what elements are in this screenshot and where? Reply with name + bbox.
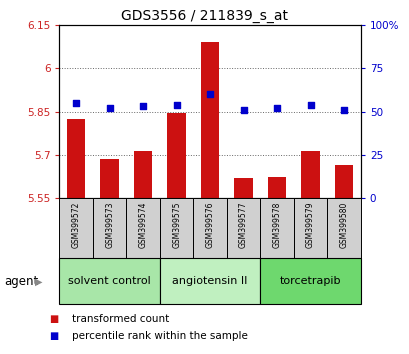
- Text: GSM399574: GSM399574: [138, 201, 147, 248]
- Text: GSM399572: GSM399572: [72, 201, 81, 248]
- Bar: [326, 198, 360, 258]
- Text: ■: ■: [49, 331, 58, 341]
- Text: GSM399577: GSM399577: [238, 201, 247, 248]
- Bar: [334, 165, 353, 198]
- Point: [240, 107, 246, 113]
- Bar: [226, 198, 260, 258]
- Point: [273, 105, 280, 111]
- Bar: [193, 198, 226, 258]
- Bar: [301, 150, 319, 198]
- Bar: [59, 258, 160, 304]
- Bar: [160, 198, 193, 258]
- Bar: [260, 258, 360, 304]
- Text: GSM399575: GSM399575: [172, 201, 181, 248]
- Point: [307, 102, 313, 107]
- Point: [139, 103, 146, 109]
- Bar: [59, 198, 93, 258]
- Point: [173, 102, 180, 107]
- Text: GSM399579: GSM399579: [306, 201, 314, 248]
- Bar: [160, 258, 260, 304]
- Bar: [260, 198, 293, 258]
- Point: [207, 91, 213, 97]
- Text: ■: ■: [49, 314, 58, 324]
- Bar: [267, 177, 285, 198]
- Text: GSM399580: GSM399580: [339, 201, 348, 248]
- Bar: [234, 178, 252, 198]
- Text: transformed count: transformed count: [72, 314, 169, 324]
- Text: GSM399573: GSM399573: [105, 201, 114, 248]
- Bar: [167, 113, 185, 198]
- Point: [73, 100, 79, 105]
- Bar: [126, 198, 160, 258]
- Bar: [200, 42, 219, 198]
- Bar: [67, 119, 85, 198]
- Text: torcetrapib: torcetrapib: [279, 276, 340, 286]
- Text: ▶: ▶: [35, 276, 42, 286]
- Text: angiotensin II: angiotensin II: [172, 276, 247, 286]
- Point: [106, 105, 113, 111]
- Text: solvent control: solvent control: [68, 276, 151, 286]
- Bar: [293, 198, 326, 258]
- Text: agent: agent: [4, 275, 38, 288]
- Text: GSM399576: GSM399576: [205, 201, 214, 248]
- Text: GDS3556 / 211839_s_at: GDS3556 / 211839_s_at: [121, 9, 288, 23]
- Text: percentile rank within the sample: percentile rank within the sample: [72, 331, 247, 341]
- Bar: [134, 150, 152, 198]
- Point: [340, 107, 346, 113]
- Bar: [100, 159, 119, 198]
- Text: GSM399578: GSM399578: [272, 201, 281, 248]
- Bar: [93, 198, 126, 258]
